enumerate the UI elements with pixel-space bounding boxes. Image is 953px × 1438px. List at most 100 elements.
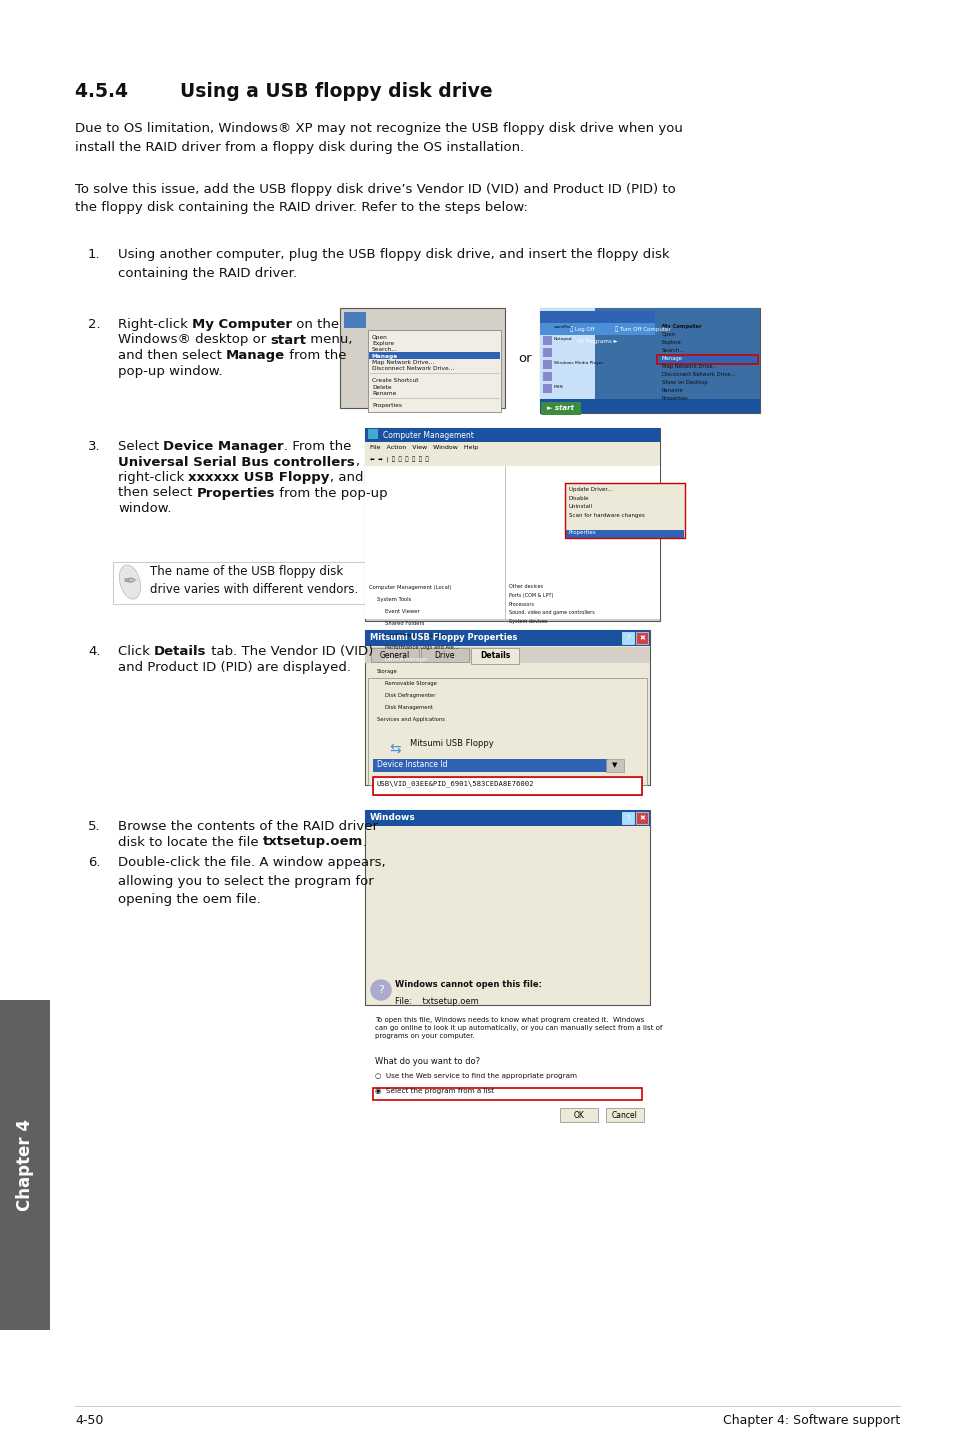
- Text: pop-up window.: pop-up window.: [118, 364, 222, 378]
- Text: Device Instance Id: Device Instance Id: [376, 761, 447, 769]
- Text: 4.5.4        Using a USB floppy disk drive: 4.5.4 Using a USB floppy disk drive: [75, 82, 492, 101]
- Text: To solve this issue, add the USB floppy disk drive’s Vendor ID (VID) and Product: To solve this issue, add the USB floppy …: [75, 183, 675, 214]
- Text: Windows cannot open this file:: Windows cannot open this file:: [395, 981, 541, 989]
- Text: General: General: [379, 650, 410, 660]
- Text: Processors: Processors: [509, 601, 535, 607]
- Text: window.: window.: [118, 502, 172, 515]
- Text: Chapter 4: Chapter 4: [16, 1119, 34, 1211]
- Text: Windows® desktop or: Windows® desktop or: [118, 334, 271, 347]
- Text: Rename: Rename: [661, 388, 683, 393]
- Text: Manage: Manage: [226, 349, 285, 362]
- Text: Uninstall: Uninstall: [568, 505, 593, 509]
- Text: Explore: Explore: [661, 339, 681, 345]
- Text: Search...: Search...: [661, 348, 684, 352]
- Text: Mitsumi USB Floppy: Mitsumi USB Floppy: [410, 739, 494, 748]
- Text: Double-click the file. A window appears,
allowing you to select the program for
: Double-click the file. A window appears,…: [118, 856, 385, 906]
- Text: , and: , and: [330, 472, 363, 485]
- Text: Properties: Properties: [568, 531, 596, 535]
- Bar: [368, 429, 377, 439]
- Text: Create Shortcut: Create Shortcut: [372, 378, 418, 384]
- Text: USB\VID_03EE&PID_6901\583CEDA8E76002: USB\VID_03EE&PID_6901\583CEDA8E76002: [376, 779, 534, 787]
- Text: Details: Details: [479, 650, 510, 660]
- Text: Search...: Search...: [372, 348, 397, 352]
- Bar: [373, 1089, 641, 1100]
- Text: on the: on the: [292, 318, 339, 331]
- Bar: [471, 649, 518, 664]
- Text: Properties: Properties: [196, 486, 275, 499]
- Bar: [636, 631, 647, 644]
- Bar: [365, 810, 649, 1005]
- Bar: [420, 649, 469, 661]
- Text: tab. The Vendor ID (VID): tab. The Vendor ID (VID): [207, 646, 373, 659]
- Text: ✖: ✖: [639, 815, 644, 821]
- Text: 4.: 4.: [88, 646, 100, 659]
- Text: Universal Serial Bus controllers: Universal Serial Bus controllers: [118, 456, 355, 469]
- Text: ○  Use the Web service to find the appropriate program: ○ Use the Web service to find the approp…: [375, 1073, 577, 1078]
- Text: ?: ?: [625, 815, 629, 821]
- Text: Mitsumi USB Floppy Properties: Mitsumi USB Floppy Properties: [370, 634, 517, 643]
- Bar: [542, 372, 552, 381]
- Bar: [657, 355, 758, 364]
- Text: To open this file, Windows needs to know what program created it.  Windows
can g: To open this file, Windows needs to know…: [375, 1017, 661, 1040]
- Text: 📴 Log Off: 📴 Log Off: [569, 326, 594, 332]
- Bar: [365, 454, 659, 466]
- Text: Performance Logs and Ale...: Performance Logs and Ale...: [385, 646, 458, 650]
- Text: Manage: Manage: [661, 357, 682, 361]
- Bar: [542, 336, 552, 345]
- Text: Other devices: Other devices: [509, 584, 542, 590]
- Text: 🚪 Turn Off Computer: 🚪 Turn Off Computer: [615, 326, 670, 332]
- Bar: [371, 649, 418, 661]
- Text: from the: from the: [285, 349, 346, 362]
- Text: Drive: Drive: [435, 650, 455, 660]
- Text: Sound, video and game controllers: Sound, video and game controllers: [509, 610, 594, 615]
- Text: ▼: ▼: [612, 762, 617, 768]
- Text: Disk Defragmenter: Disk Defragmenter: [385, 693, 435, 697]
- Text: Chapter 4: Software support: Chapter 4: Software support: [722, 1414, 899, 1426]
- Bar: [539, 308, 760, 413]
- Text: txtsetup.oem: txtsetup.oem: [263, 835, 363, 848]
- Text: What do you want to do?: What do you want to do?: [375, 1057, 479, 1066]
- Text: Disconnect Network Drive...: Disconnect Network Drive...: [372, 367, 454, 371]
- Text: My Computer: My Computer: [192, 318, 292, 331]
- Bar: [339, 308, 504, 408]
- Text: Delete: Delete: [372, 384, 392, 390]
- Text: Notepad: Notepad: [554, 336, 572, 341]
- Text: 1.: 1.: [88, 247, 100, 262]
- Text: Using another computer, plug the USB floppy disk drive, and insert the floppy di: Using another computer, plug the USB flo…: [118, 247, 669, 279]
- Bar: [365, 630, 649, 785]
- Bar: [539, 308, 595, 398]
- Text: Details: Details: [154, 646, 207, 659]
- Text: Right-click: Right-click: [118, 318, 192, 331]
- Text: ✒: ✒: [122, 572, 137, 591]
- Bar: [542, 348, 552, 357]
- Text: 2.: 2.: [88, 318, 100, 331]
- Text: Event Viewer: Event Viewer: [385, 610, 419, 614]
- Bar: [344, 312, 366, 328]
- Text: ⇆: ⇆: [389, 742, 400, 756]
- Text: Ports (COM & LPT): Ports (COM & LPT): [509, 592, 553, 598]
- Text: OK: OK: [573, 1110, 584, 1120]
- Text: Cancel: Cancel: [612, 1110, 638, 1120]
- Text: Browse the contents of the RAID driver: Browse the contents of the RAID driver: [118, 820, 377, 833]
- Text: Explore: Explore: [372, 341, 394, 347]
- Text: Due to OS limitation, Windows® XP may not recognize the USB floppy disk drive wh: Due to OS limitation, Windows® XP may no…: [75, 122, 682, 154]
- FancyBboxPatch shape: [540, 403, 580, 416]
- Bar: [365, 429, 659, 621]
- Bar: [605, 1109, 643, 1122]
- Text: File   Action   View   Window   Help: File Action View Window Help: [370, 446, 477, 450]
- Text: My Computer: My Computer: [661, 324, 701, 329]
- Text: System Tools: System Tools: [376, 597, 411, 603]
- Bar: [368, 677, 646, 785]
- Text: ► start: ► start: [547, 406, 574, 411]
- Text: then select: then select: [118, 486, 196, 499]
- Text: Map Network Drive...: Map Network Drive...: [372, 360, 434, 365]
- Text: and Product ID (PID) are displayed.: and Product ID (PID) are displayed.: [118, 660, 351, 673]
- Text: Click: Click: [118, 646, 154, 659]
- Text: All Programs ►: All Programs ►: [576, 338, 617, 344]
- Text: Rename: Rename: [372, 391, 395, 395]
- Circle shape: [371, 981, 391, 999]
- Text: Computer Management (Local): Computer Management (Local): [369, 585, 451, 590]
- Text: Device Manager: Device Manager: [163, 440, 284, 453]
- Bar: [605, 759, 623, 772]
- Text: Removable Storage: Removable Storage: [385, 682, 436, 686]
